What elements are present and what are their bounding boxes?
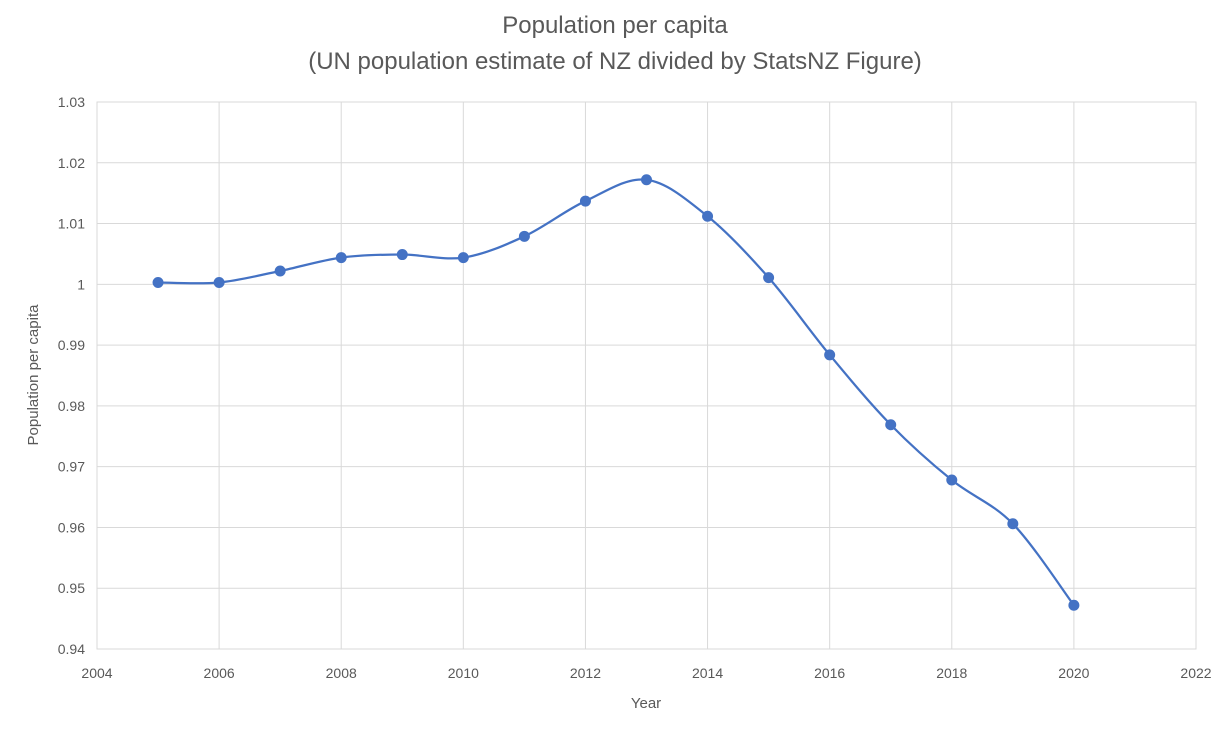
- data-point: [946, 474, 958, 486]
- x-tick-label: 2014: [692, 665, 723, 681]
- x-tick-label: 2012: [570, 665, 601, 681]
- y-axis-title: Population per capita: [25, 304, 42, 446]
- data-point: [335, 252, 347, 264]
- series-line: [156, 178, 1076, 607]
- data-point: [213, 277, 225, 289]
- data-point: [1007, 518, 1019, 530]
- x-tick-label: 2006: [204, 665, 235, 681]
- data-point: [824, 349, 836, 361]
- data-point: [641, 174, 652, 186]
- data-point: [274, 265, 286, 277]
- y-tick-label: 0.99: [58, 337, 85, 353]
- data-point: [885, 419, 897, 431]
- x-tick-label: 2022: [1180, 665, 1211, 681]
- chart-title: Population per capita: [502, 12, 728, 39]
- y-tick-label: 0.97: [58, 459, 85, 475]
- plot-area: [96, 101, 1197, 650]
- y-tick-label: 1.02: [58, 155, 85, 171]
- chart-subtitle: (UN population estimate of NZ divided by…: [308, 48, 922, 75]
- x-tick-label: 2008: [326, 665, 357, 681]
- x-tick-label: 2004: [81, 665, 112, 681]
- data-point: [1068, 599, 1080, 611]
- x-axis-title: Year: [631, 695, 661, 712]
- data-point: [152, 277, 164, 289]
- x-tick-label: 2020: [1058, 665, 1089, 681]
- y-tick-label: 1: [77, 276, 85, 292]
- y-tick-label: 1.01: [58, 216, 85, 232]
- y-tick-label: 1.03: [58, 94, 85, 110]
- y-tick-label: 0.95: [58, 580, 85, 596]
- y-tick-label: 0.96: [58, 519, 85, 535]
- x-tick-label: 2018: [936, 665, 967, 681]
- data-point: [579, 195, 591, 207]
- data-point: [518, 230, 530, 242]
- y-tick-label: 0.98: [58, 398, 85, 414]
- data-point: [457, 252, 469, 264]
- y-tick-label: 0.94: [58, 641, 85, 657]
- series-group: [152, 174, 1080, 611]
- y-axis-ticks: 0.94 0.95 0.96 0.97 0.98 0.99 1 1.01 1.02 1.03: [58, 94, 85, 657]
- data-point: [396, 249, 408, 261]
- x-tick-label: 2010: [448, 665, 479, 681]
- x-axis-ticks: 2004 2006 2008 2010 2012 2014 2016 2018 2020 2022: [81, 665, 1211, 681]
- data-point: [763, 272, 775, 284]
- x-tick-label: 2016: [814, 665, 845, 681]
- data-point: [702, 210, 714, 222]
